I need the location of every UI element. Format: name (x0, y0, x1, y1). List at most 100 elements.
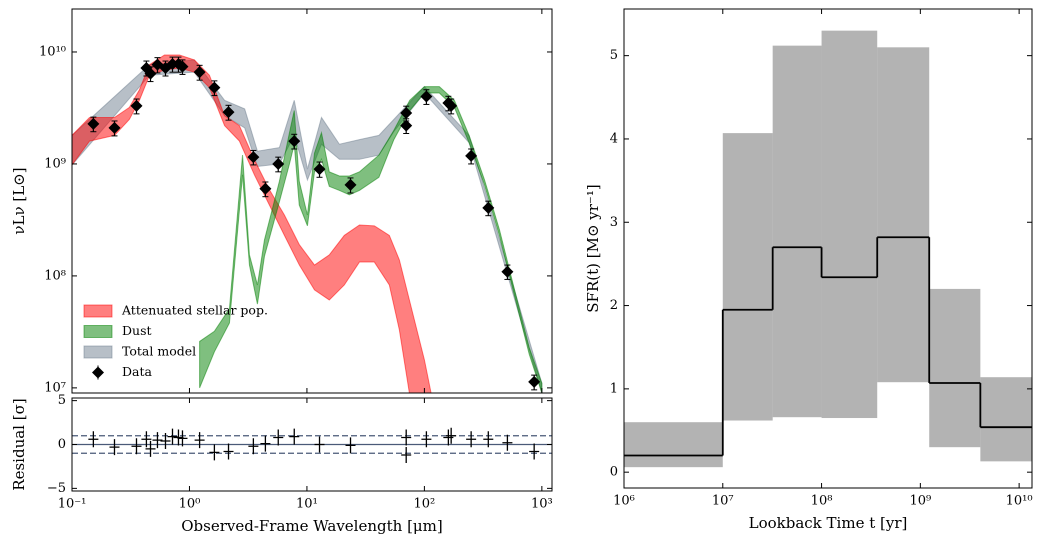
y-tick-label: 0 (58, 437, 66, 452)
data-point (176, 60, 189, 73)
y-tick-label: 10⁸ (44, 268, 66, 283)
data-point (400, 107, 413, 120)
y-tick-label: −5 (47, 481, 66, 496)
x-axis-label: Observed-Frame Wavelength [μm] (181, 517, 443, 535)
legend-swatch (83, 325, 113, 338)
plot-area (624, 30, 1032, 468)
data-point (159, 61, 172, 74)
uncertainty-band (624, 422, 723, 468)
x-tick-label: 10⁹ (909, 494, 931, 509)
legend-label: Dust (122, 323, 152, 338)
plot-area (72, 54, 543, 393)
model-band (72, 54, 432, 393)
y-tick-label: 0 (610, 465, 618, 480)
x-tick-label: 10¹ (296, 497, 318, 512)
x-tick-label: 10⁶ (613, 494, 635, 509)
y-tick-label: 2 (610, 298, 618, 313)
y-axis-label: SFR(t) [M⊙ yr⁻¹] (584, 184, 602, 312)
data-point (465, 149, 478, 162)
residual-point (446, 427, 457, 444)
uncertainty-band (980, 377, 1032, 462)
residual-point (345, 437, 356, 454)
legend-swatch (83, 304, 113, 318)
data-point (144, 67, 157, 80)
residual-point (289, 428, 300, 445)
residual-point (273, 429, 284, 446)
data-point (222, 106, 235, 119)
y-tick-label: 1 (610, 381, 618, 396)
uncertainty-band (821, 30, 878, 419)
legend-swatch (92, 366, 104, 379)
y-axis-label: νLν [L⊙] (10, 167, 28, 234)
legend-label: Total model (122, 344, 196, 359)
residual-point (260, 435, 271, 452)
y-tick-label: 10¹⁰ (39, 44, 66, 59)
data-point (313, 163, 326, 176)
residual-point (502, 434, 513, 451)
x-tick-label: 10⁰ (179, 497, 201, 512)
legend-label: Attenuated stellar pop. (121, 303, 268, 318)
residual-point (248, 438, 259, 455)
residual-point (401, 429, 412, 446)
axes-frame (623, 8, 1033, 489)
x-tick-label: 10⁷ (712, 494, 734, 509)
data-point (400, 119, 413, 132)
residual-point (88, 431, 99, 448)
data-point (130, 99, 143, 112)
y-tick-label: 5 (610, 48, 618, 63)
uncertainty-band (929, 288, 981, 448)
x-tick-label: 10⁸ (811, 494, 833, 509)
x-tick-label: 10³ (531, 497, 553, 512)
residual-point (145, 440, 156, 457)
x-tick-label: 10² (414, 497, 436, 512)
y-tick-label: 3 (610, 215, 618, 230)
data-point (288, 135, 301, 148)
y-tick-label: 4 (610, 131, 618, 146)
legend-swatch (83, 345, 113, 359)
y-tick-label: 5 (58, 393, 66, 408)
residual-point (421, 431, 432, 448)
y-tick-label: 10⁹ (44, 156, 66, 171)
residual-point (141, 431, 152, 448)
data-point (501, 265, 514, 278)
residual-point (223, 443, 234, 460)
data-point (445, 99, 458, 112)
x-axis-label: Lookback Time t [yr] (749, 514, 908, 532)
residual-point (152, 432, 163, 449)
data-point (482, 201, 495, 214)
x-tick-label: 10¹⁰ (1006, 494, 1033, 509)
plot-area (72, 427, 552, 464)
data-point (420, 90, 433, 103)
residual-point (160, 432, 171, 449)
residual-point (167, 428, 178, 445)
residual-point (314, 436, 325, 453)
residual-point (109, 439, 120, 456)
data-point (272, 157, 285, 170)
data-point (247, 151, 260, 164)
data-point (528, 375, 541, 388)
uncertainty-band (722, 133, 773, 421)
residual-point (443, 429, 454, 446)
data-point (108, 121, 121, 134)
axes-frame (71, 397, 553, 492)
residual-point (483, 431, 494, 448)
residual-point (177, 430, 188, 447)
data-point (208, 81, 221, 94)
uncertainty-band (772, 45, 822, 418)
uncertainty-band (877, 47, 930, 383)
residual-point (209, 444, 220, 461)
residual-point (194, 432, 205, 449)
x-tick-label: 10⁻¹ (58, 497, 87, 512)
data-point (344, 178, 357, 191)
data-point (193, 66, 206, 79)
y-axis-label: Residual [σ] (10, 398, 28, 490)
residual-point (173, 429, 184, 446)
residual-point (401, 447, 412, 464)
residual-point (131, 438, 142, 455)
data-point (87, 117, 100, 130)
residual-point (529, 443, 540, 460)
residual-point (466, 431, 477, 448)
axes-frame (71, 8, 553, 394)
y-tick-label: 10⁷ (44, 380, 66, 395)
